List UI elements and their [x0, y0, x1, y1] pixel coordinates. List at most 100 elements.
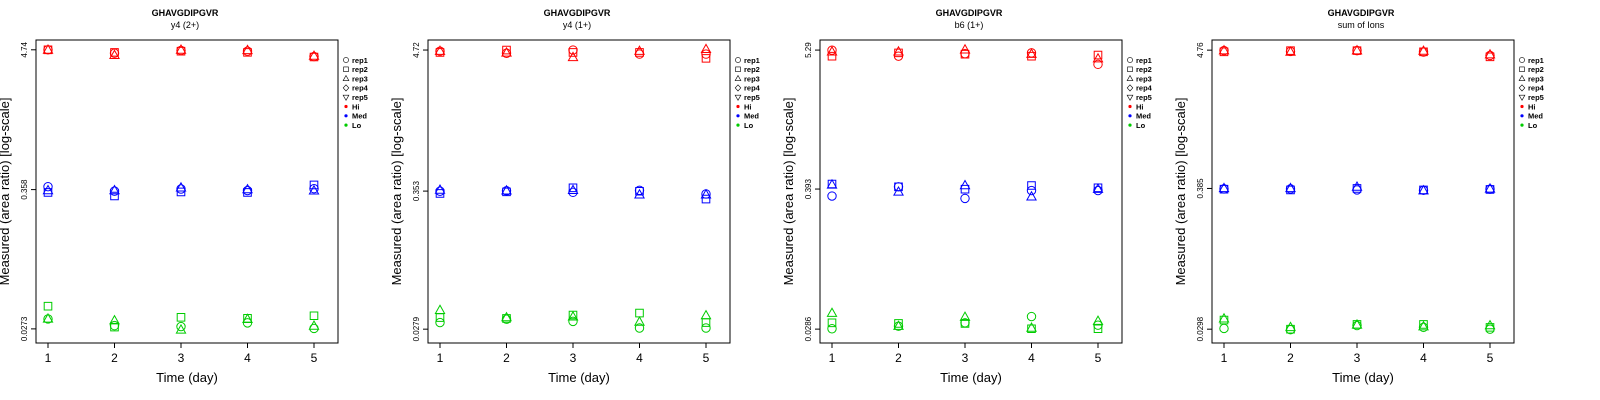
data-point — [175, 323, 187, 334]
data-point — [309, 311, 319, 321]
plot-frame — [35, 39, 339, 344]
data-point — [1351, 181, 1363, 191]
data-point — [1484, 48, 1496, 59]
y-tick-label: 0.0286 — [804, 316, 813, 341]
legend-marker — [1520, 123, 1524, 127]
legend-label: Hi — [352, 102, 360, 111]
legend-label: rep5 — [1528, 93, 1544, 102]
legend-marker — [344, 104, 348, 109]
legend-marker — [342, 74, 350, 81]
data-point — [700, 188, 712, 199]
x-axis-label: Time (day) — [156, 370, 218, 385]
legend-marker — [1126, 94, 1134, 101]
legend-label: rep2 — [1136, 65, 1152, 74]
data-point — [960, 184, 970, 194]
y-tick-label: 4.74 — [20, 41, 29, 57]
data-point — [1093, 50, 1103, 60]
data-point — [701, 54, 711, 63]
data-point — [434, 184, 446, 194]
data-point — [701, 194, 711, 204]
chart-panel-2: GHAVGDIPGVR y4 (1+) 1 2 3 4 5 0.0279 0.353 4.72 Ti… — [389, 8, 761, 385]
data-point — [109, 49, 120, 60]
data-point — [826, 307, 838, 317]
data-point — [1218, 182, 1230, 193]
x-tick-label: 4 — [1420, 351, 1427, 365]
x-tick-label: 5 — [1487, 351, 1494, 365]
data-point — [42, 184, 54, 195]
legend-marker — [736, 104, 740, 109]
y-tick-label: 4.72 — [412, 42, 421, 58]
legend-label: rep1 — [744, 56, 760, 65]
data-point — [110, 191, 119, 201]
y-tick-label: 0.353 — [412, 181, 421, 202]
legend-label: rep5 — [352, 93, 368, 102]
data-point — [1093, 59, 1103, 70]
legend-label: rep1 — [352, 56, 368, 65]
data-point — [567, 310, 579, 321]
x-tick-label: 5 — [1095, 351, 1102, 365]
legend-label: rep4 — [1528, 84, 1545, 93]
data-point — [1219, 323, 1229, 334]
legend-marker — [1520, 104, 1524, 109]
legend-label: Lo — [1528, 121, 1538, 130]
legend-label: rep2 — [744, 65, 760, 74]
data-point — [959, 43, 971, 54]
data-point — [960, 319, 970, 328]
data-point — [176, 187, 186, 197]
data-point — [435, 189, 445, 198]
data-point — [1093, 185, 1103, 196]
legend-label: rep5 — [744, 93, 760, 102]
data-point — [634, 323, 645, 333]
x-tick-label: 1 — [829, 351, 836, 365]
legend-marker — [1519, 57, 1525, 63]
data-point — [109, 184, 120, 195]
data-point — [1027, 181, 1036, 190]
legend-marker — [734, 74, 742, 81]
data-point — [501, 184, 512, 195]
data-point — [568, 187, 578, 198]
legend-marker — [735, 57, 741, 63]
data-point — [434, 304, 446, 314]
x-tick-label: 4 — [244, 351, 251, 365]
data-point — [242, 183, 253, 194]
data-point — [308, 184, 320, 195]
x-tick-label: 2 — [503, 351, 510, 365]
data-point — [42, 312, 54, 323]
legend-marker — [1518, 94, 1526, 101]
data-point — [309, 180, 319, 190]
data-point — [567, 184, 579, 195]
x-tick-label: 3 — [570, 351, 577, 365]
data-point — [826, 45, 838, 56]
legend-label: rep2 — [1528, 65, 1544, 74]
data-point — [1218, 44, 1230, 55]
x-tick-label: 1 — [45, 351, 52, 365]
legend-label: rep3 — [352, 74, 368, 83]
data-point — [43, 181, 53, 192]
legend-label: rep3 — [744, 74, 760, 83]
data-point — [893, 45, 904, 56]
x-axis-label: Time (day) — [1332, 370, 1394, 385]
legend-marker — [1127, 57, 1133, 63]
data-point — [243, 188, 252, 197]
legend-label: rep5 — [1136, 93, 1152, 102]
legend-marker — [734, 84, 742, 92]
legend-label: rep3 — [1528, 74, 1544, 83]
legend-marker — [342, 84, 350, 92]
data-point — [827, 318, 837, 328]
x-axis-label: Time (day) — [548, 370, 610, 385]
data-point — [1026, 190, 1037, 201]
data-point — [568, 48, 578, 57]
data-point — [893, 320, 904, 330]
legend-marker — [736, 114, 740, 118]
data-point — [567, 51, 579, 62]
data-point — [635, 186, 644, 196]
data-point — [1285, 46, 1296, 56]
legend-label: rep2 — [352, 65, 368, 74]
legend-marker — [1520, 114, 1524, 118]
data-point — [1484, 182, 1496, 193]
data-point — [1026, 185, 1037, 196]
legend-marker — [343, 57, 349, 63]
